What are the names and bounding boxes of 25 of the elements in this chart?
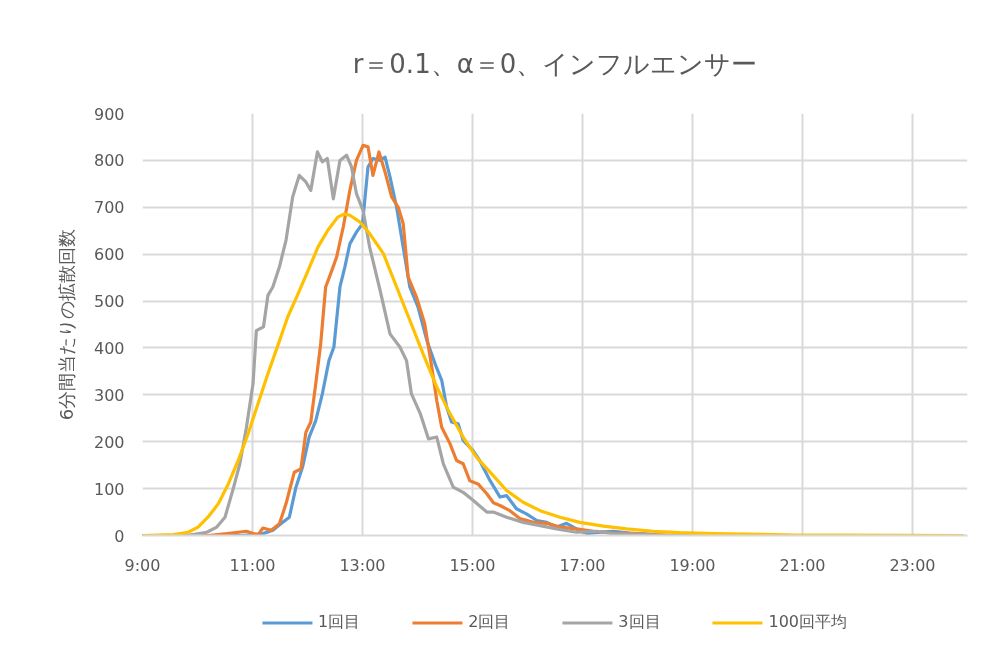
chart-title: r＝0.1、α＝0、インフルエンサー [352, 48, 758, 79]
x-tick-label: 17:00 [559, 555, 606, 575]
legend-label: 1回目 [317, 611, 361, 633]
x-tick-label: 23:00 [889, 555, 936, 575]
y-axis-title: 6分間当たりの拡散回数 [55, 228, 77, 421]
x-tick-label: 21:00 [779, 555, 826, 575]
y-tick-label: 300 [93, 385, 125, 405]
x-tick-label: 13:00 [339, 555, 386, 575]
y-tick-label: 600 [93, 245, 125, 265]
legend-label: 3回目 [618, 611, 661, 633]
legend-label: 100回平均 [768, 611, 848, 633]
y-tick-label: 500 [93, 292, 125, 312]
x-tick-label: 19:00 [669, 555, 716, 575]
y-tick-label: 200 [93, 432, 125, 452]
y-tick-label: 100 [93, 479, 125, 499]
y-tick-label: 400 [93, 338, 125, 358]
y-tick-label: 0 [114, 526, 125, 546]
y-tick-label: 900 [93, 104, 125, 124]
x-tick-label: 11:00 [229, 555, 276, 575]
x-tick-label: 15:00 [449, 555, 496, 575]
line-series [142, 212, 964, 536]
legend-label: 2回目 [468, 611, 511, 633]
y-tick-label: 700 [93, 198, 125, 218]
y-tick-label: 800 [93, 151, 125, 171]
x-tick-label: 9:00 [124, 555, 161, 575]
